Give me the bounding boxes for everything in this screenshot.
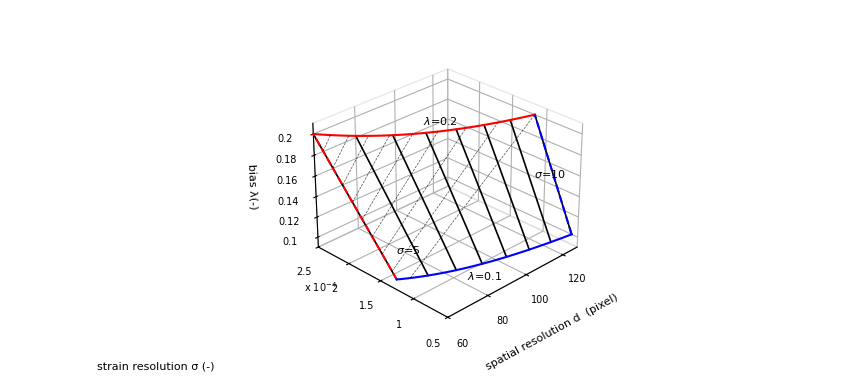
Text: strain resolution σ (-): strain resolution σ (-)	[97, 362, 215, 371]
X-axis label: spatial resolution d  (pixel): spatial resolution d (pixel)	[484, 293, 619, 372]
Text: x $10^{-4}$: x $10^{-4}$	[305, 280, 338, 294]
